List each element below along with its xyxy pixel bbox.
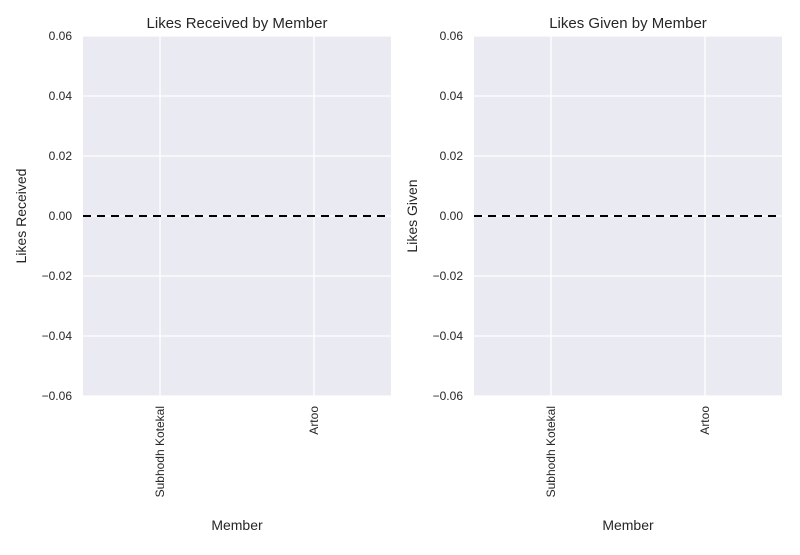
y-tick-label: −0.02: [42, 269, 73, 283]
y-tick-label: −0.04: [433, 329, 464, 343]
y-tick-label: 0.06: [49, 29, 73, 43]
grid-lines: [83, 35, 391, 397]
y-tick-labels: 0.06 0.04 0.02 0.00 −0.02 −0.04 −0.06: [433, 29, 464, 403]
y-axis-label: Likes Given: [404, 179, 420, 252]
x-tick-label: Subhodh Kotekal: [544, 406, 558, 497]
y-tick-label: 0.02: [49, 149, 73, 163]
likes-received-chart: 0.06 0.04 0.02 0.00 −0.02 −0.04 −0.06 Subhodh …: [13, 15, 391, 533]
chart-title: Likes Given by Member: [549, 15, 707, 32]
likes-given-chart: 0.06 0.04 0.02 0.00 −0.02 −0.04 −0.06 Subhodh …: [404, 15, 782, 533]
x-axis-label: Member: [602, 517, 654, 533]
y-tick-label: 0.00: [49, 209, 73, 223]
x-tick-label: Subhodh Kotekal: [153, 406, 167, 497]
y-tick-label: −0.06: [433, 389, 464, 403]
x-tick-labels: Subhodh Kotekal Artoo: [544, 406, 712, 498]
x-tick-label: Artoo: [698, 406, 712, 435]
y-tick-label: 0.02: [440, 149, 464, 163]
x-tick-labels: Subhodh Kotekal Artoo: [153, 406, 321, 498]
y-tick-label: 0.04: [49, 89, 73, 103]
chart-title: Likes Received by Member: [147, 15, 328, 32]
y-tick-labels: 0.06 0.04 0.02 0.00 −0.02 −0.04 −0.06: [42, 29, 73, 403]
y-tick-label: −0.04: [42, 329, 73, 343]
y-tick-label: 0.00: [440, 209, 464, 223]
x-tick-label: Artoo: [307, 406, 321, 435]
y-tick-label: 0.04: [440, 89, 464, 103]
y-tick-label: −0.06: [42, 389, 73, 403]
y-tick-label: −0.02: [433, 269, 464, 283]
y-tick-label: 0.06: [440, 29, 464, 43]
x-axis-label: Member: [211, 517, 263, 533]
y-axis-label: Likes Received: [13, 169, 29, 264]
